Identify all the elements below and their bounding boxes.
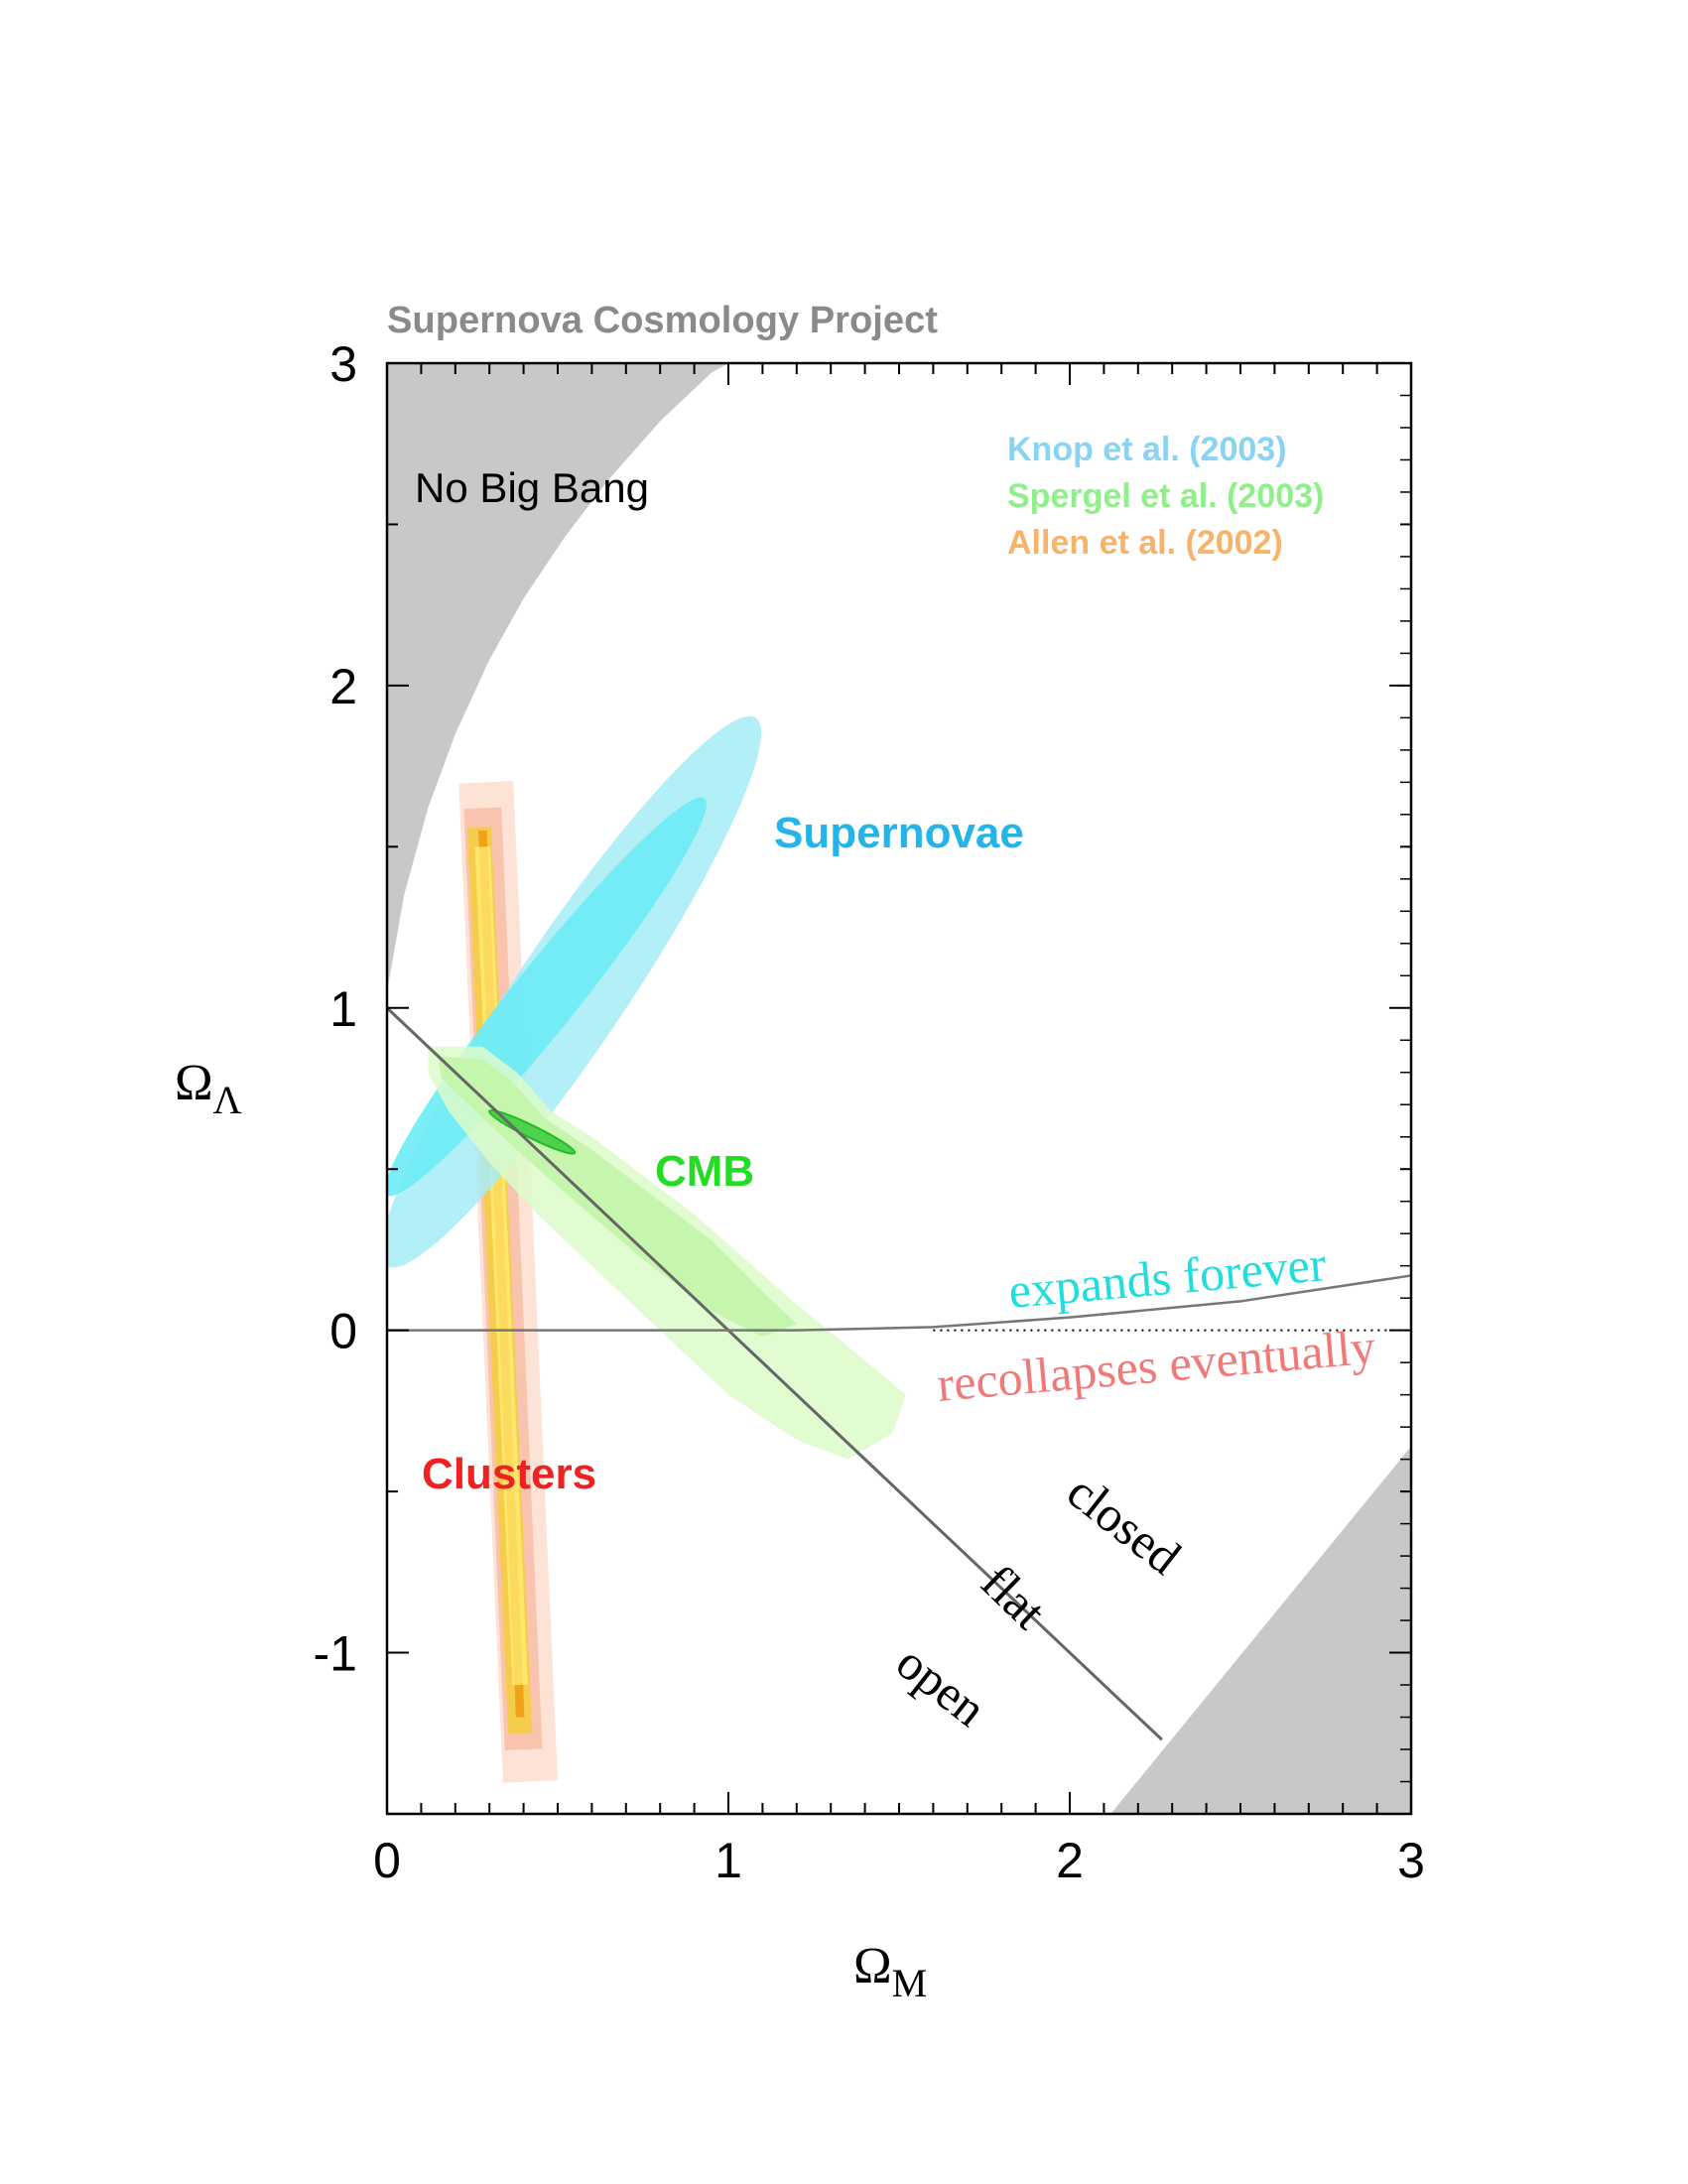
chart-title: Supernova Cosmology Project bbox=[387, 300, 938, 341]
axis-tick-labels: 0 1 2 3 -1 0 1 2 3 bbox=[314, 336, 1425, 1888]
legend-entry-spergel: Spergel et al. (2003) bbox=[1007, 477, 1324, 515]
axis-ticks bbox=[386, 362, 1412, 1815]
y-axis-label: ΩΛ bbox=[175, 1055, 242, 1122]
legend-entry-knop: Knop et al. (2003) bbox=[1007, 431, 1287, 468]
legend-entry-allen: Allen et al. (2002) bbox=[1007, 524, 1283, 562]
cmb-contours bbox=[428, 1046, 906, 1460]
y-tick-label: 1 bbox=[329, 981, 357, 1037]
y-tick-label: 3 bbox=[329, 336, 357, 392]
closed-label: closed bbox=[1057, 1464, 1191, 1586]
expands-forever-boundary bbox=[387, 1274, 1411, 1332]
clusters-contours bbox=[458, 781, 558, 1783]
x-tick-label: 3 bbox=[1397, 1833, 1425, 1888]
x-tick-label: 2 bbox=[1056, 1833, 1084, 1888]
open-label: open bbox=[886, 1634, 996, 1737]
y-axis-label-subscript: Λ bbox=[213, 1078, 242, 1122]
x-tick-label: 0 bbox=[373, 1833, 401, 1888]
expands-forever-label: expands forever bbox=[1006, 1235, 1329, 1319]
no-big-bang-label: No Big Bang bbox=[415, 464, 649, 511]
y-tick-label: 2 bbox=[329, 659, 357, 714]
x-axis-label: ΩM bbox=[853, 1938, 927, 2005]
flat-universe-line bbox=[387, 1006, 1163, 1741]
y-tick-label: -1 bbox=[314, 1626, 357, 1682]
cmb-label: CMB bbox=[655, 1147, 754, 1196]
x-axis-label-symbol: Ω bbox=[853, 1938, 892, 1994]
no-big-bang-region bbox=[387, 363, 728, 992]
x-axis-label-subscript: M bbox=[892, 1961, 928, 2005]
x-tick-label: 1 bbox=[714, 1833, 742, 1888]
recollapses-eventually-label: recollapses eventually bbox=[935, 1319, 1377, 1412]
supernovae-label: Supernovae bbox=[774, 809, 1024, 857]
y-axis-label-symbol: Ω bbox=[175, 1055, 213, 1111]
cmb-inner-ellipse bbox=[488, 1109, 577, 1155]
forbidden-region-lower-right bbox=[1110, 1446, 1411, 1814]
y-tick-label: 0 bbox=[329, 1304, 357, 1359]
clusters-label: Clusters bbox=[422, 1450, 596, 1498]
